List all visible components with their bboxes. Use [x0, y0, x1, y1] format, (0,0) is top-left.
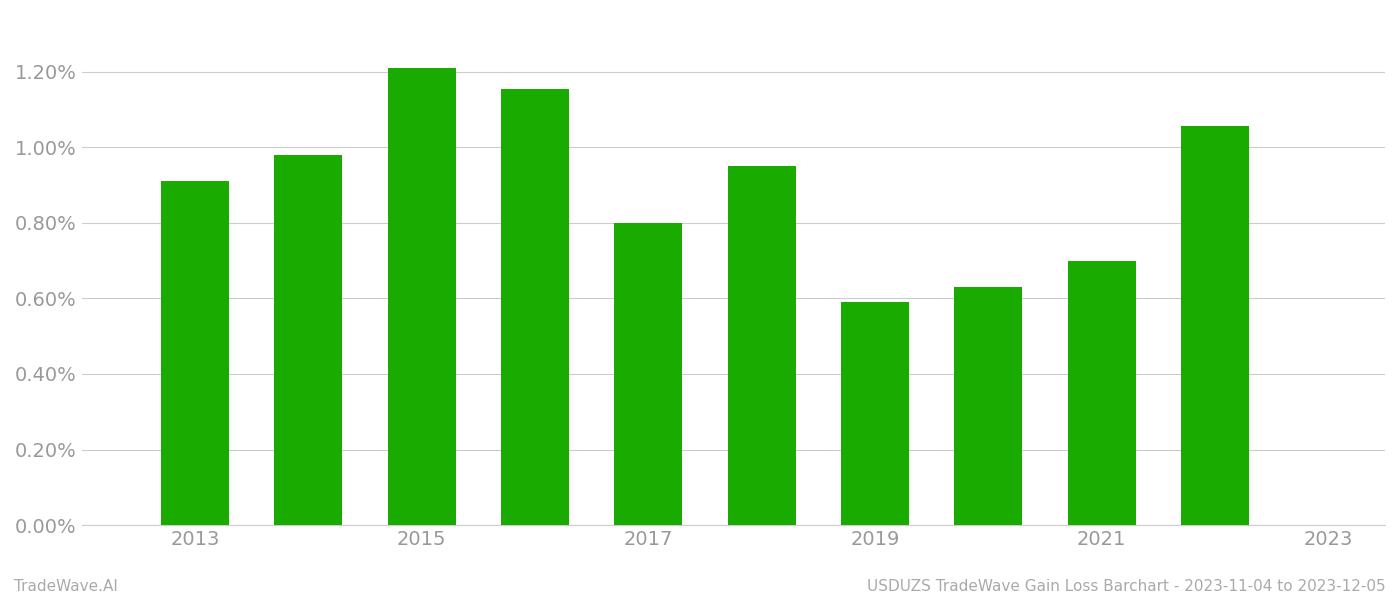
Bar [955, 287, 1022, 525]
Bar [274, 155, 343, 525]
Bar [728, 166, 795, 525]
Text: USDUZS TradeWave Gain Loss Barchart - 2023-11-04 to 2023-12-05: USDUZS TradeWave Gain Loss Barchart - 20… [868, 579, 1386, 594]
Bar [1068, 260, 1135, 525]
Bar [161, 181, 230, 525]
Bar [615, 223, 682, 525]
Bar [501, 89, 568, 525]
Bar [841, 302, 909, 525]
Text: TradeWave.AI: TradeWave.AI [14, 579, 118, 594]
Bar [388, 68, 456, 525]
Bar [1182, 127, 1249, 525]
